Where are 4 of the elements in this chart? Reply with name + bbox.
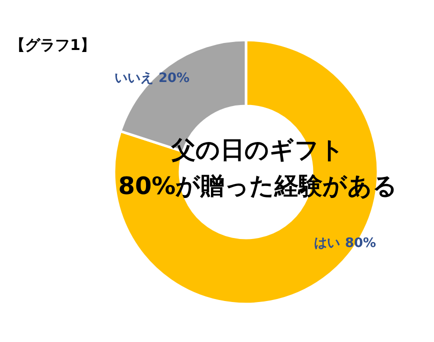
slice-label: いいえ bbox=[114, 71, 154, 86]
data-label: 20% bbox=[158, 71, 190, 86]
chart-title: 【グラフ1】 bbox=[10, 36, 96, 54]
slice-label: はい bbox=[314, 236, 340, 251]
